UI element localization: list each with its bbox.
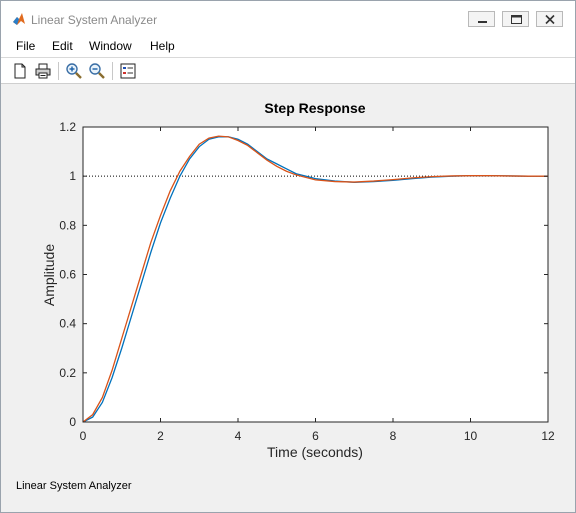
window-title: Linear System Analyzer [31, 13, 158, 27]
x-tick-label: 10 [464, 429, 478, 443]
x-tick-label: 12 [541, 429, 555, 443]
y-tick-label: 0 [69, 415, 76, 429]
step-response-chart[interactable]: Step Response 0 2 4 6 8 10 12 0 0.2 0.4 0.6 0.8 1 1.… [9, 88, 567, 468]
title-bar[interactable]: Linear System Analyzer [1, 1, 575, 35]
menu-window[interactable]: Window [89, 39, 132, 53]
y-tick-label: 0.6 [59, 268, 76, 282]
toolbar [1, 58, 575, 84]
toolbar-separator [58, 62, 59, 80]
series-line-2[interactable] [82, 135, 548, 423]
x-axis-label: Time (seconds) [267, 444, 363, 460]
menu-bar: File Edit Window Help [1, 35, 575, 58]
print-button[interactable] [33, 61, 53, 81]
series-group [82, 135, 548, 423]
x-tick-label: 0 [80, 429, 87, 443]
minimize-icon [478, 21, 487, 23]
x-tick-label: 4 [235, 429, 242, 443]
zoom-in-button[interactable] [64, 61, 84, 81]
print-icon [35, 63, 51, 79]
new-document-icon [14, 63, 26, 79]
y-axis-label: Amplitude [41, 244, 57, 306]
x-tick-label: 2 [157, 429, 164, 443]
axes-box [82, 126, 549, 423]
zoom-out-button[interactable] [87, 61, 107, 81]
status-text: Linear System Analyzer [16, 480, 132, 492]
maximize-button[interactable] [502, 11, 529, 27]
legend-button[interactable] [118, 61, 138, 81]
close-button[interactable] [536, 11, 563, 27]
chart-title: Step Response [264, 100, 365, 116]
menu-edit[interactable]: Edit [52, 39, 73, 53]
x-tick-label: 8 [390, 429, 397, 443]
toolbar-separator [112, 62, 113, 80]
menu-help[interactable]: Help [150, 39, 175, 53]
y-tick-label: 0.8 [59, 218, 76, 232]
minimize-button[interactable] [468, 11, 495, 27]
plot-panel: Step Response 0 2 4 6 8 10 12 0 0.2 0.4 0.6 0.8 1 1.… [9, 88, 567, 506]
y-tick-label: 1 [69, 169, 76, 183]
y-axis: 0 0.2 0.4 0.6 0.8 1 1.2 [59, 120, 548, 429]
legend-icon [120, 63, 136, 79]
x-tick-label: 6 [312, 429, 319, 443]
matlab-logo-icon [12, 12, 26, 26]
y-tick-label: 1.2 [59, 120, 76, 134]
new-document-button[interactable] [10, 61, 30, 81]
zoom-out-icon [89, 63, 105, 79]
y-tick-label: 0.2 [59, 366, 76, 380]
menu-file[interactable]: File [16, 39, 36, 53]
zoom-in-icon [66, 63, 82, 79]
maximize-icon [511, 15, 522, 24]
x-axis: 0 2 4 6 8 10 12 [80, 127, 555, 443]
close-icon [545, 14, 555, 25]
y-tick-label: 0.4 [59, 317, 76, 331]
